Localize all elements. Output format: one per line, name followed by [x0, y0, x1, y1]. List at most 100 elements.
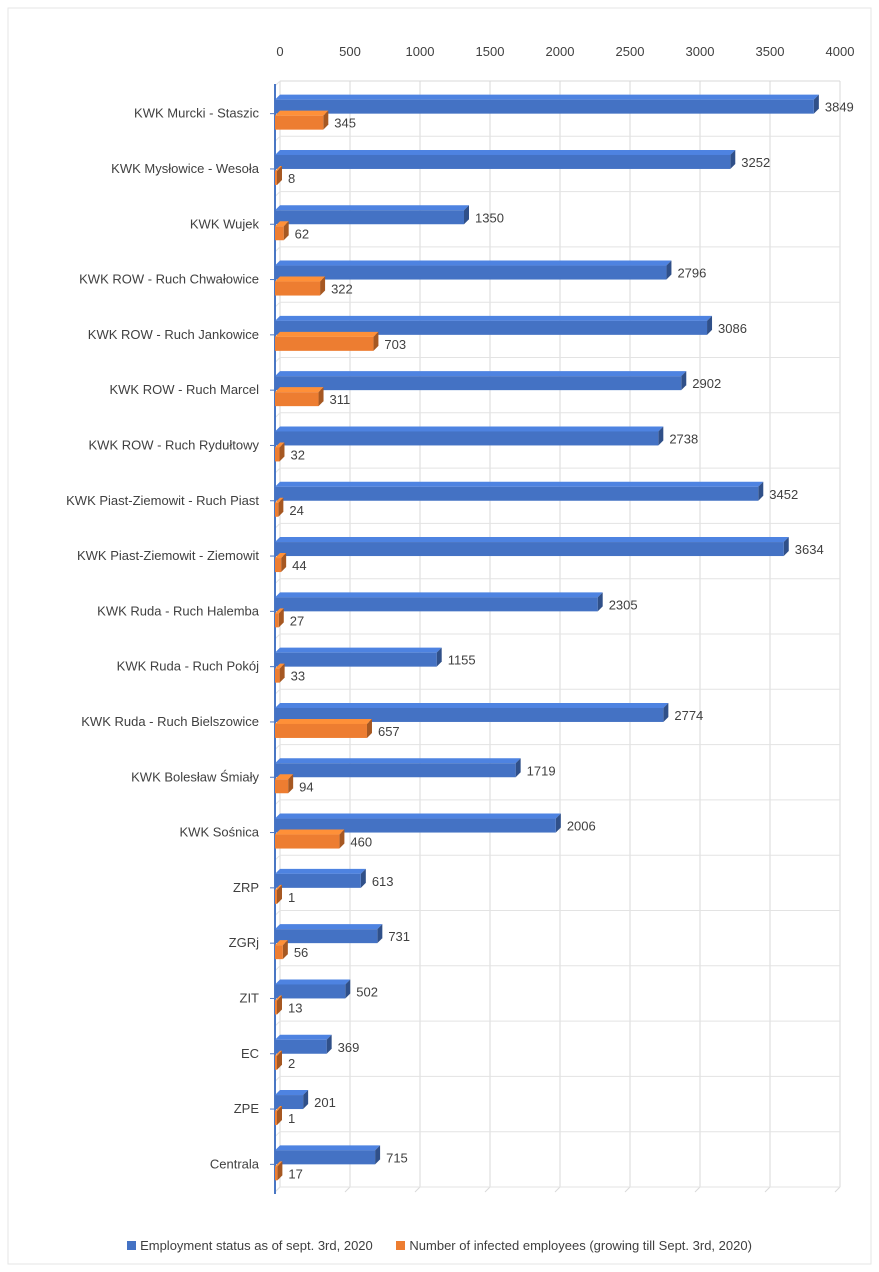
- data-label: 657: [378, 724, 400, 739]
- bar-infected-top: [275, 165, 282, 171]
- bar-infected-end: [373, 331, 379, 351]
- bar-employment: [275, 1150, 376, 1165]
- bar-infected-end: [323, 110, 329, 130]
- bar-employment-end: [813, 94, 819, 114]
- x-tick-label: 3000: [686, 44, 715, 59]
- bar-employment-top: [275, 537, 789, 543]
- data-label: 44: [292, 558, 306, 573]
- data-label: 502: [356, 984, 378, 999]
- bar-employment: [275, 1095, 304, 1110]
- x-tick-label: 1500: [476, 44, 505, 59]
- bar-infected-end: [277, 1161, 283, 1181]
- data-label: 2305: [609, 597, 638, 612]
- bar-employment-top: [275, 702, 669, 708]
- bar-employment-top: [275, 1034, 332, 1040]
- category-label: KWK ROW - Ruch Jankowice: [88, 327, 259, 342]
- bar-infected-top: [275, 1050, 282, 1056]
- bar-infected: [275, 392, 319, 407]
- bar-infected: [275, 226, 284, 241]
- bar-infected-top: [275, 718, 372, 724]
- bar-infected-end: [339, 829, 345, 849]
- gridline-floor: [624, 1186, 631, 1193]
- bar-infected: [275, 170, 277, 185]
- gridline-floor: [764, 1186, 771, 1193]
- legend-label-employment: Employment status as of sept. 3rd, 2020: [140, 1238, 373, 1253]
- data-label: 2: [288, 1056, 295, 1071]
- data-label: 2738: [669, 431, 698, 446]
- data-label: 3252: [741, 155, 770, 170]
- category-label: KWK Wujek: [190, 216, 260, 231]
- bar-infected-top: [275, 276, 326, 282]
- bar-infected: [275, 945, 283, 960]
- bar-employment: [275, 1039, 327, 1054]
- bar-infected-top: [275, 221, 289, 227]
- bar-infected: [275, 1166, 278, 1181]
- category-label: KWK Bolesław Śmiały: [131, 769, 259, 784]
- bar-employment: [275, 542, 784, 557]
- bar-infected-top: [275, 995, 282, 1001]
- data-label: 62: [295, 226, 309, 241]
- bar-infected-end: [277, 165, 282, 185]
- data-label: 1350: [475, 210, 504, 225]
- bar-employment-top: [275, 94, 819, 100]
- category-label: ZGRj: [229, 935, 259, 950]
- data-label: 613: [372, 874, 394, 889]
- bar-employment-top: [275, 371, 687, 377]
- legend-swatch-infected: [396, 1241, 406, 1250]
- bar-infected-top: [275, 774, 294, 780]
- bar-employment-end: [783, 537, 789, 557]
- bar-infected-end: [279, 663, 285, 683]
- bar-infected-top: [275, 829, 345, 835]
- gridline-floor: [484, 1186, 491, 1193]
- bar-infected-end: [288, 774, 294, 794]
- bar-employment: [275, 763, 516, 778]
- bar-employment-end: [730, 149, 736, 169]
- x-tick-label: 2500: [616, 44, 645, 59]
- data-label: 8: [288, 171, 295, 186]
- legend-item-employment: Employment status as of sept. 3rd, 2020: [127, 1238, 373, 1253]
- bar-employment-end: [663, 702, 669, 722]
- legend-item-infected: Number of infected employees (growing ti…: [396, 1238, 752, 1253]
- bar-employment-top: [275, 426, 664, 432]
- bar-employment-end: [666, 260, 672, 280]
- category-label: KWK ROW - Ruch Rydułtowy: [89, 437, 260, 452]
- bar-infected: [275, 1055, 277, 1070]
- data-label: 703: [384, 337, 406, 352]
- x-tick-label: 3500: [756, 44, 785, 59]
- bar-infected: [275, 281, 321, 296]
- bar-employment: [275, 154, 731, 169]
- category-label: KWK Sośnica: [180, 825, 260, 840]
- bar-employment: [275, 99, 814, 114]
- bar-employment-top: [275, 149, 736, 155]
- data-label: 1: [288, 890, 295, 905]
- data-label: 2902: [692, 376, 721, 391]
- bar-infected: [275, 558, 282, 573]
- bar-infected: [275, 447, 280, 462]
- bar-employment-top: [275, 315, 713, 321]
- bar-infected-top: [275, 497, 284, 503]
- bar-employment-end: [345, 979, 351, 999]
- legend-swatch-employment: [127, 1241, 137, 1250]
- bar-infected-top: [275, 553, 287, 559]
- bar-infected: [275, 779, 289, 794]
- bar-employment-top: [275, 1090, 309, 1096]
- bar-infected-top: [275, 387, 324, 393]
- data-label: 1719: [527, 763, 556, 778]
- data-label: 33: [291, 669, 305, 684]
- bar-employment: [275, 873, 361, 888]
- bar-employment-end: [377, 924, 383, 944]
- data-label: 731: [388, 929, 410, 944]
- data-label: 1: [288, 1111, 295, 1126]
- category-label: Centrala: [210, 1156, 260, 1171]
- bar-employment-top: [275, 647, 442, 653]
- data-label: 1155: [448, 653, 476, 668]
- bar-employment-end: [555, 813, 561, 833]
- bar-infected: [275, 834, 340, 849]
- category-label: KWK Ruda - Ruch Bielszowice: [81, 714, 259, 729]
- data-label: 27: [290, 613, 304, 628]
- bar-employment-end: [658, 426, 664, 446]
- bar-infected: [275, 889, 277, 904]
- x-tick-label: 1000: [406, 44, 435, 59]
- data-label: 2796: [677, 266, 706, 281]
